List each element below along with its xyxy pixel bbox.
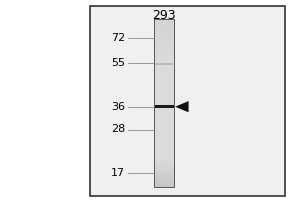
Bar [154,139,174,142]
Bar [154,159,174,161]
Bar [154,145,174,147]
Bar [155,63,173,65]
Bar [154,106,174,108]
Bar [154,122,174,125]
Text: 36: 36 [111,102,125,112]
Bar [154,30,174,33]
Bar [154,125,174,128]
Bar [154,86,174,89]
Bar [154,61,174,64]
Polygon shape [175,101,188,112]
Bar [154,103,174,106]
Bar [154,25,174,28]
Bar [154,92,174,95]
Bar [154,22,174,25]
Bar [154,184,174,186]
Bar [154,136,174,139]
Bar [154,178,174,181]
Bar [154,117,174,120]
Bar [154,67,174,69]
Bar [154,175,174,178]
Bar [154,153,174,156]
Bar [154,64,174,67]
Bar [154,69,174,72]
Bar [154,50,174,53]
Bar [154,170,174,173]
Bar [154,75,174,78]
Bar [154,19,174,22]
Bar [154,161,174,164]
Bar [154,120,174,122]
Text: 72: 72 [111,33,125,43]
Text: 55: 55 [111,58,125,68]
Bar [154,36,174,39]
Text: 17: 17 [111,168,125,178]
Bar [154,108,174,111]
Bar [154,39,174,42]
Bar [154,81,174,83]
Bar [154,111,174,114]
Bar [154,53,174,56]
Bar [154,167,174,170]
Bar [90,6,285,196]
Bar [154,100,174,103]
Bar [154,156,174,159]
Bar [154,164,174,167]
Bar [154,95,174,97]
Bar [154,134,174,136]
Bar [154,150,174,153]
Bar [154,78,174,81]
Text: 293: 293 [152,9,176,22]
Bar [154,72,174,75]
Bar [154,58,174,61]
Bar [155,105,173,108]
Bar [154,142,174,145]
Text: 28: 28 [111,124,125,134]
Bar [154,42,174,44]
Bar [154,19,174,186]
Bar [154,47,174,50]
Bar [154,28,174,30]
Bar [154,44,174,47]
Bar [154,97,174,100]
Bar [154,56,174,58]
Bar [154,131,174,134]
Bar [154,173,174,175]
Bar [154,89,174,92]
Bar [154,83,174,86]
Bar [154,33,174,36]
Bar [154,114,174,117]
Bar [154,128,174,131]
Bar [154,181,174,184]
Bar [154,147,174,150]
